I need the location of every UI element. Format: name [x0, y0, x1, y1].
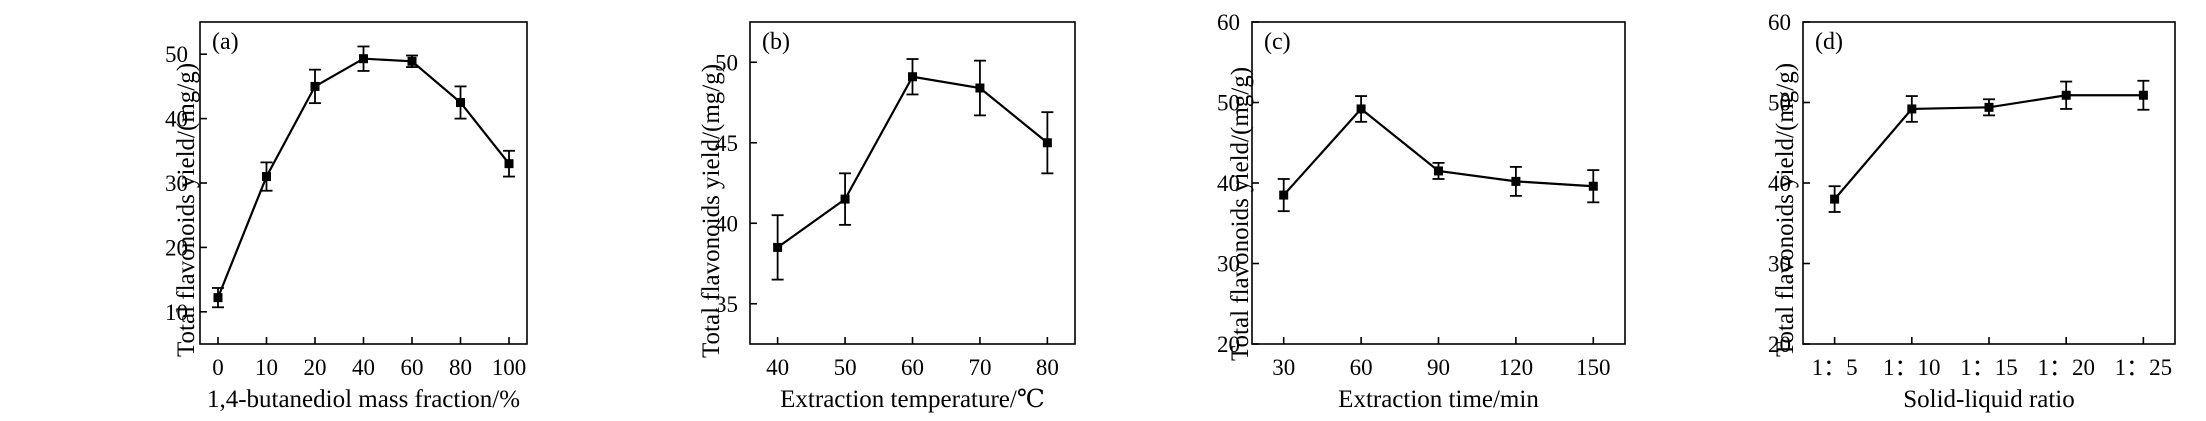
data-point — [310, 81, 320, 91]
y-tick-label: 60 — [1217, 10, 1240, 35]
data-point — [1356, 104, 1366, 114]
x-tick-label: 90 — [1427, 355, 1450, 380]
data-point — [2138, 90, 2148, 100]
panel-label: (a) — [212, 29, 239, 55]
y-axis-label: Total flavonoids yield/(mg/g) — [173, 63, 200, 357]
chart-panel-b: 35 40 45 50 40 50 60 70 80 (b) Extraction temperat… — [698, 21, 1076, 413]
y-axis-label: Total flavonoids yield/(mg/g) — [698, 64, 725, 358]
plot-frame — [1802, 21, 2176, 345]
y-tick-label: 50 — [1217, 91, 1240, 116]
x-tick-label: 60 — [1350, 355, 1373, 380]
panel-label: (d) — [1815, 29, 1843, 55]
x-tick-label: 80 — [449, 355, 472, 380]
data-point — [1588, 181, 1598, 191]
x-tick-label: 1：25 — [2115, 355, 2173, 380]
series-line — [216, 57, 510, 299]
y-tick-label: 40 — [1768, 171, 1791, 196]
y-tick-label: 50 — [165, 42, 188, 67]
x-tick-label: 10 — [255, 355, 278, 380]
data-point — [1279, 190, 1289, 200]
y-tick-label: 20 — [1768, 332, 1791, 357]
y-tick-label: 45 — [715, 131, 738, 156]
data-point — [213, 293, 223, 303]
y-tick-label: 40 — [1217, 171, 1240, 196]
y-tick-label: 40 — [715, 211, 738, 236]
x-tick-label: 150 — [1576, 355, 1611, 380]
x-tick-label: 30 — [1272, 355, 1295, 380]
y-tick-label: 20 — [1217, 332, 1240, 357]
data-point — [1830, 194, 1840, 204]
y-tick-label: 50 — [715, 50, 738, 75]
data-point — [975, 83, 985, 93]
series-line — [776, 75, 1049, 249]
data-point — [261, 172, 271, 182]
data-point — [2061, 90, 2071, 100]
y-tick-label: 50 — [1768, 91, 1791, 116]
x-axis-label: Extraction time/min — [1338, 386, 1539, 413]
x-tick-label: 1：10 — [1883, 355, 1941, 380]
y-tick-label: 30 — [165, 171, 188, 196]
x-tick-label: 80 — [1036, 355, 1059, 380]
data-point — [456, 98, 466, 107]
x-tick-label: 60 — [401, 355, 424, 380]
y-axis-label: Total flavonoids yield/(mg/g) — [1772, 63, 1799, 357]
x-axis-label: 1,4-butanediol mass fraction/% — [207, 386, 520, 413]
data-point — [1042, 138, 1052, 148]
x-tick-label: 1：5 — [1812, 355, 1858, 380]
y-tick-label: 30 — [1217, 252, 1240, 277]
panel-label: (c) — [1264, 29, 1291, 55]
chart-panel-c: 20 30 40 50 60 30 60 90 120 150 (c) Extraction time… — [1217, 10, 1626, 413]
chart-panel-a: 10 20 30 40 50 0 10 20 40 60 80 100 (a) 1,4-butanedio… — [165, 21, 528, 413]
x-tick-label: 120 — [1499, 355, 1534, 380]
data-point — [1434, 166, 1443, 176]
y-tick-label: 10 — [165, 300, 188, 325]
x-tick-label: 40 — [766, 355, 789, 380]
data-point — [840, 194, 850, 204]
data-point — [407, 56, 417, 66]
series-line — [1282, 107, 1594, 196]
x-tick-label: 1：20 — [2037, 355, 2095, 380]
y-axis-label: Total flavonoids yield/(mg/g) — [1227, 67, 1254, 361]
plot-frame — [1251, 21, 1626, 345]
data-point — [359, 54, 368, 64]
y-tick-label: 60 — [1768, 10, 1791, 35]
x-tick-label: 40 — [352, 355, 375, 380]
data-point — [1907, 104, 1917, 114]
x-tick-label: 1：15 — [1960, 355, 2018, 380]
data-point — [1511, 176, 1521, 186]
y-tick-label: 30 — [1768, 252, 1791, 277]
data-point — [773, 242, 783, 252]
y-tick-label: 35 — [715, 292, 738, 317]
x-tick-label: 100 — [492, 355, 527, 380]
x-tick-label: 70 — [968, 355, 991, 380]
chart-panel-d: 20 30 40 50 60 1：5 1：10 1：15 1：20 1：25 (d) Solid-li… — [1768, 10, 2176, 413]
x-axis-label: Solid-liquid ratio — [1903, 386, 2075, 413]
y-tick-label: 40 — [165, 107, 188, 132]
panel-label: (b) — [762, 29, 790, 55]
x-tick-label: 60 — [901, 355, 924, 380]
data-point — [908, 72, 917, 82]
x-axis-label: Extraction temperature/℃ — [780, 386, 1045, 413]
x-tick-label: 20 — [303, 355, 326, 380]
y-tick-label: 20 — [165, 235, 188, 260]
data-point — [1984, 102, 1994, 112]
x-tick-label: 50 — [834, 355, 857, 380]
x-tick-label: 0 — [212, 355, 224, 380]
data-point — [504, 159, 514, 169]
